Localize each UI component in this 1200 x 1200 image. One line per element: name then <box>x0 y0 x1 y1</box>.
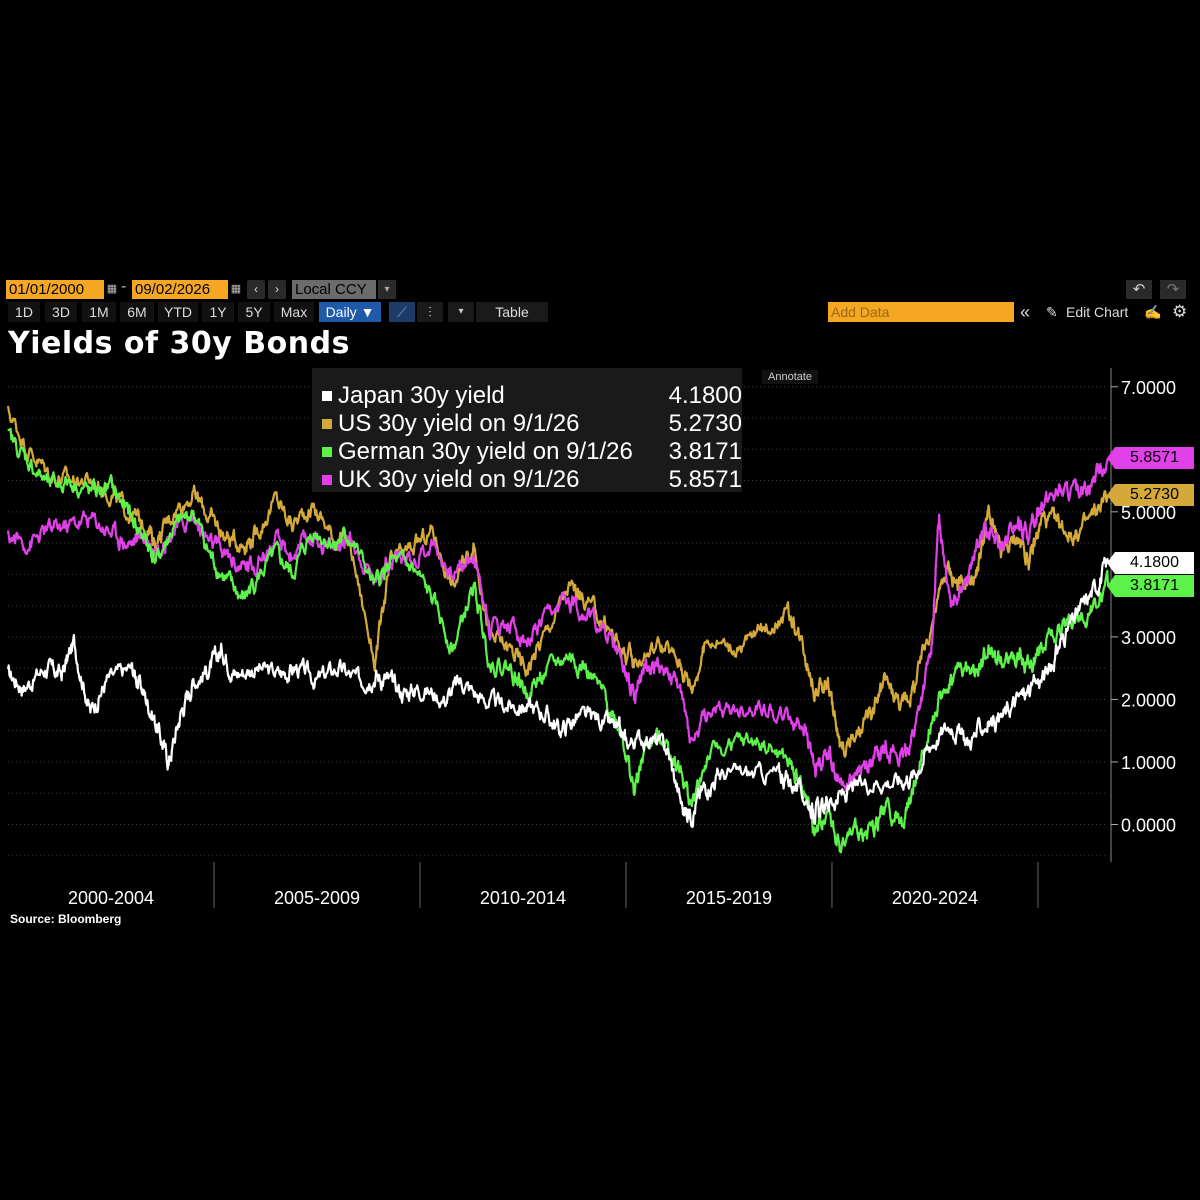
chevron-down-icon[interactable]: ▾ <box>448 302 474 322</box>
y-tick-labels: 0.0000 1.0000 2.0000 3.0000 5.0000 7.0000 <box>1121 378 1176 836</box>
series-lines <box>6 405 1110 854</box>
range-button-1m[interactable]: 1M <box>82 302 116 322</box>
calendar-icon[interactable]: ▦ <box>106 283 118 295</box>
legend-label: UK 30y yield on 9/1/26 <box>338 466 580 493</box>
legend-item-japan: Japan 30y yield 4.1800 <box>322 382 742 410</box>
x-period-label: 2015-2019 <box>686 888 772 908</box>
legend-value: 5.8571 <box>668 466 742 493</box>
calendar-icon[interactable]: ▦ <box>230 283 242 295</box>
x-period-label: 2010-2014 <box>480 888 566 908</box>
table-button[interactable]: Table <box>476 302 548 322</box>
range-button-3d[interactable]: 3D <box>45 302 77 322</box>
annotate-button[interactable]: Annotate <box>762 370 819 384</box>
series-line-uk <box>6 457 1110 792</box>
y-tick-label: 3.0000 <box>1121 628 1176 648</box>
legend-item-us: US 30y yield on 9/1/26 5.2730 <box>322 410 742 438</box>
chevron-left-icon[interactable]: ‹ <box>247 280 265 299</box>
y-tick-label: 5.0000 <box>1121 503 1176 523</box>
start-date-field[interactable]: 01/01/2000 <box>6 280 104 299</box>
frequency-select[interactable]: Daily ▼ <box>319 302 381 322</box>
source-note: Source: Bloomberg <box>10 912 122 926</box>
y-tick-label: 7.0000 <box>1121 378 1176 398</box>
legend-label: Japan 30y yield <box>338 382 505 409</box>
bar-chart-icon[interactable]: ⫶ <box>417 302 443 322</box>
legend-swatch <box>322 419 332 429</box>
gear-icon[interactable]: ⚙ <box>1172 302 1188 321</box>
legend-value: 4.1800 <box>668 382 742 409</box>
range-button-1y[interactable]: 1Y <box>202 302 234 322</box>
legend-swatch <box>322 447 332 457</box>
redo-icon[interactable]: ↷ <box>1160 280 1186 299</box>
legend-value: 3.8171 <box>668 438 742 465</box>
x-period-labels: 2000-2004 2005-2009 2010-2014 2015-2019 2020… <box>68 888 978 908</box>
date-separator: - <box>121 278 127 295</box>
chart-title: Yields of 30y Bonds <box>8 326 350 361</box>
last-value-tag-german: 3.8171 <box>1107 574 1194 597</box>
legend-value: 5.2730 <box>668 410 742 437</box>
chevron-down-icon[interactable]: ▾ <box>378 280 396 299</box>
legend-swatch <box>322 391 332 401</box>
last-value-tag-us: 5.2730 <box>1107 483 1194 506</box>
add-data-input[interactable]: Add Data <box>828 302 1014 322</box>
last-value-tag-japan: 4.1800 <box>1107 552 1194 575</box>
pencil-icon[interactable]: ✎ <box>1046 304 1058 320</box>
range-button-max[interactable]: Max <box>274 302 314 322</box>
legend-label: US 30y yield on 9/1/26 <box>338 410 580 437</box>
currency-select[interactable]: Local CCY <box>292 280 376 299</box>
edit-chart-button[interactable]: Edit Chart <box>1066 304 1129 320</box>
double-chevron-left-icon[interactable]: « <box>1020 302 1031 322</box>
series-line-us <box>6 405 1110 758</box>
range-toolbar: 1D 3D 1M 6M YTD 1Y 5Y Max Daily ▼ ⟋ ⫶ ▾ … <box>0 301 1200 323</box>
y-tick-label: 0.0000 <box>1121 815 1176 835</box>
undo-icon[interactable]: ↶ <box>1126 280 1152 299</box>
x-period-label: 2020-2024 <box>892 888 978 908</box>
legend-label: German 30y yield on 9/1/26 <box>338 438 633 465</box>
line-chart-icon[interactable]: ⟋ <box>389 302 415 322</box>
x-period-label: 2000-2004 <box>68 888 154 908</box>
chevron-right-icon[interactable]: › <box>268 280 286 299</box>
legend-item-uk: UK 30y yield on 9/1/26 5.8571 <box>322 466 742 494</box>
range-button-6m[interactable]: 6M <box>120 302 154 322</box>
legend: Japan 30y yield 4.1800 US 30y yield on 9… <box>312 368 742 494</box>
end-date-field[interactable]: 09/02/2026 <box>132 280 228 299</box>
y-tick-label: 1.0000 <box>1121 753 1176 773</box>
legend-item-german: German 30y yield on 9/1/26 3.8171 <box>322 438 742 466</box>
last-value-tag-uk: 5.8571 <box>1107 447 1194 470</box>
grid <box>8 386 1108 857</box>
y-tick-label: 2.0000 <box>1121 690 1176 710</box>
range-button-5y[interactable]: 5Y <box>238 302 270 322</box>
range-button-ytd[interactable]: YTD <box>158 302 198 322</box>
legend-swatch <box>322 475 332 485</box>
x-period-label: 2005-2009 <box>274 888 360 908</box>
date-toolbar: 01/01/2000 ▦ - 09/02/2026 ▦ ‹ › Local CC… <box>0 278 1200 300</box>
series-line-japan <box>6 556 1110 829</box>
range-button-1d[interactable]: 1D <box>8 302 40 322</box>
edit-note-icon[interactable]: ✍ <box>1144 304 1162 320</box>
series-line-german <box>7 427 1110 854</box>
